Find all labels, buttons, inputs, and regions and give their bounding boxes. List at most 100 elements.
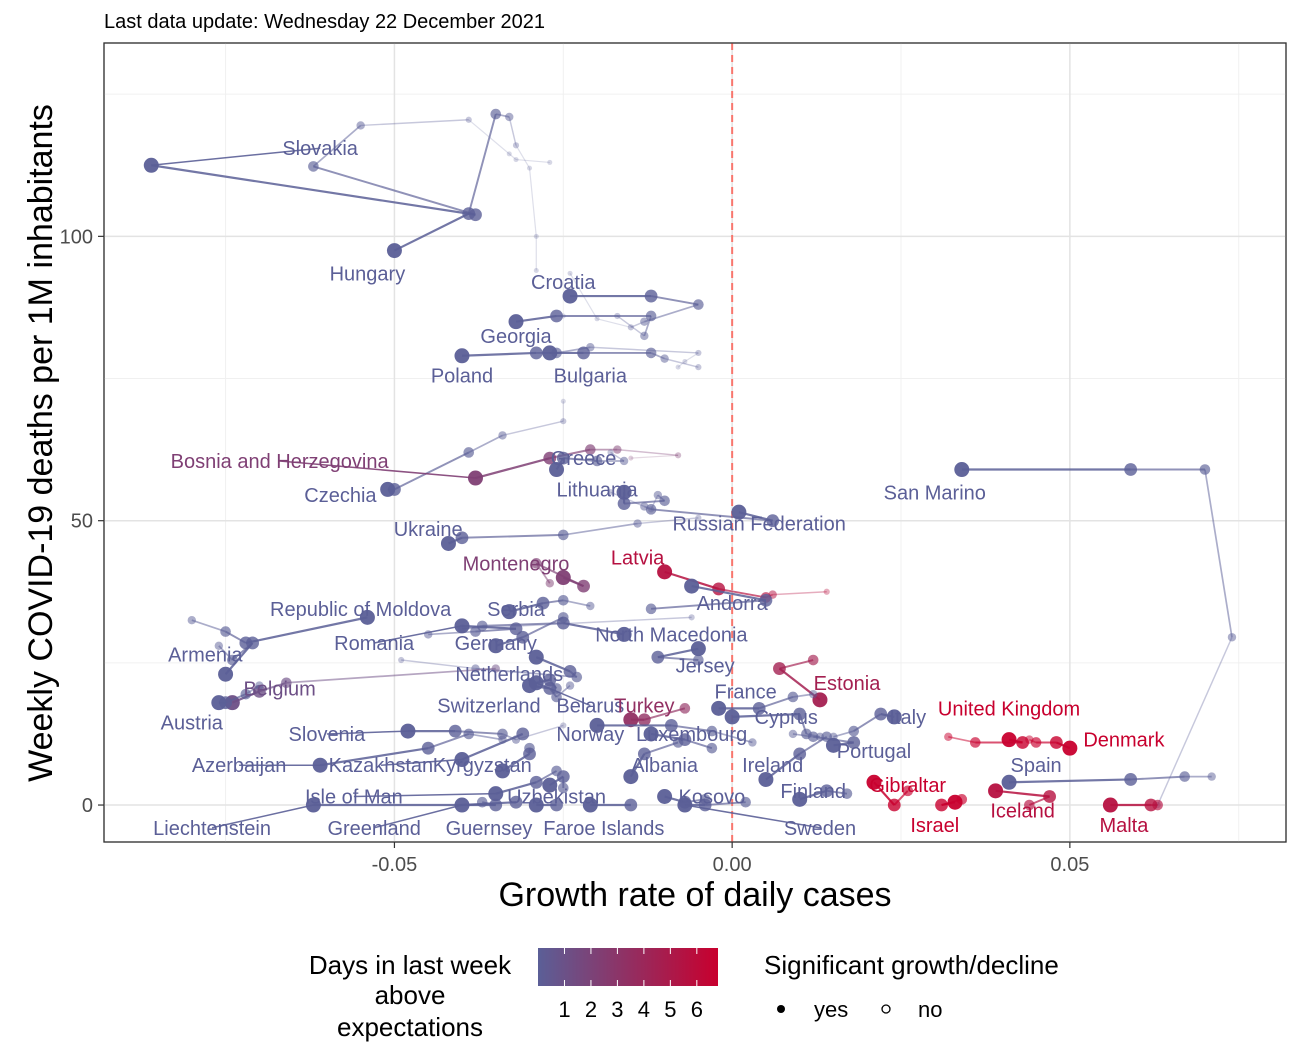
label-faroe-islands: Faroe Islands — [543, 818, 664, 840]
point-jersey-2 — [693, 654, 704, 666]
point-san-marino-0 — [954, 462, 970, 478]
plot-panel — [103, 42, 1287, 843]
point-poland-1 — [529, 346, 543, 360]
segment-azerbaijan-0 — [319, 747, 429, 767]
series-gibraltar — [866, 774, 914, 812]
point-san-marino-1 — [1124, 463, 1138, 476]
series-serbia — [501, 595, 595, 620]
point-serbia-0 — [501, 604, 517, 620]
legend-shape-title: Significant growth/decline — [764, 950, 1059, 980]
segment-sweden-1 — [705, 801, 746, 807]
point-georgia-0 — [508, 314, 524, 330]
label-jersey: Jersey — [676, 656, 735, 678]
point-iceland-0 — [988, 783, 1004, 799]
label-greenland: Greenland — [327, 818, 420, 840]
label-slovakia: Slovakia — [282, 138, 358, 160]
point-lithuania-1 — [617, 497, 631, 511]
point-portugal-3 — [788, 729, 798, 739]
point-italy-1 — [874, 707, 888, 721]
point-austria-0 — [211, 695, 227, 711]
label-republic-of-moldova: Republic of Moldova — [270, 599, 452, 621]
point-slovakia-5 — [506, 151, 512, 157]
point-liechtenstein-2 — [476, 796, 488, 808]
point-iceland-1 — [1043, 790, 1056, 803]
label-hungary: Hungary — [330, 263, 406, 285]
x-axis-ticks: -0.05 0.00 0.05 — [372, 842, 1089, 876]
x-tick-label-0: -0.05 — [372, 854, 418, 876]
segment-czechia-3 — [502, 420, 564, 437]
label-layer: Slovakia Hungary Croatia Georgia Poland Bulga… — [151, 138, 1165, 840]
point-croatia-4 — [627, 324, 634, 331]
segment-andorra-1 — [651, 599, 766, 610]
label-latvia: Latvia — [611, 548, 665, 570]
point-czechia-0 — [380, 481, 396, 497]
series-croatia — [562, 270, 704, 331]
series-germany — [488, 612, 569, 654]
series-italy — [829, 707, 902, 741]
point-france-3 — [809, 689, 818, 699]
label-germany: Germany — [455, 633, 537, 655]
segment-belgium-2 — [286, 667, 496, 684]
label-france: France — [715, 681, 777, 703]
point-albania-0 — [623, 769, 639, 785]
point-spain-2 — [1179, 771, 1190, 782]
label-cyprus: Cyprus — [755, 707, 818, 729]
segment-slovakia-3 — [360, 119, 469, 127]
point-serbia-3 — [586, 601, 595, 611]
segment-netherlands-3 — [401, 659, 476, 670]
y-tick-label-0: 0 — [82, 795, 93, 817]
series-faroe-islands — [582, 797, 638, 813]
label-belarus: Belarus — [556, 696, 624, 718]
label-north-macedonia: North Macedonia — [595, 624, 748, 646]
point-norway-0 — [589, 717, 605, 733]
series-estonia — [773, 654, 828, 708]
point-slovenia-1 — [448, 724, 462, 738]
segment-romania-2 — [428, 630, 476, 636]
point-andorra-1 — [759, 593, 773, 607]
x-tick-label-1: 0.00 — [713, 854, 752, 876]
point-ireland-2 — [821, 731, 833, 743]
point-germany-1 — [516, 630, 530, 644]
segment-russian-federation-1 — [651, 508, 773, 522]
legend-no-label: no — [918, 997, 942, 1022]
segment-hungary-5 — [528, 168, 537, 237]
legend-yes-label: yes — [814, 997, 848, 1022]
series-slovakia — [143, 116, 553, 222]
point-slovakia-3 — [356, 121, 365, 130]
point-czechia-2 — [463, 447, 475, 458]
segment-poland-4 — [684, 352, 699, 362]
label-norway: Norway — [556, 724, 624, 746]
legend-color-title-line-2: above — [375, 980, 446, 1010]
point-denmark-0 — [1062, 740, 1078, 756]
series-spain — [1001, 771, 1216, 790]
segment-croatia-4 — [596, 318, 631, 328]
point-hungary-2 — [490, 108, 502, 120]
segment-latvia-3 — [772, 591, 827, 596]
point-luxembourg-2 — [706, 742, 718, 754]
point-netherlands-0 — [528, 649, 544, 665]
point-portugal-2 — [807, 731, 819, 743]
point-serbia-2 — [557, 595, 569, 606]
segment-andorra-0 — [691, 585, 767, 602]
point-kazakhstan-1 — [516, 727, 530, 741]
point-hungary-3 — [505, 112, 514, 122]
segment-poland-5 — [677, 361, 686, 368]
segment-slovakia-1 — [313, 165, 476, 216]
label-russian-federation: Russian Federation — [672, 514, 845, 536]
label-italy: Italy — [889, 707, 926, 729]
point-finland-1 — [820, 784, 834, 798]
label-denmark: Denmark — [1083, 730, 1165, 752]
segment-bosnia-and-herzegovina-1 — [549, 448, 591, 460]
series-jersey — [651, 641, 706, 666]
point-united-kingdom-2 — [970, 737, 981, 748]
point-belgium-3 — [491, 664, 500, 673]
point-azerbaijan-1 — [421, 741, 435, 755]
point-bosnia-and-herzegovina-5 — [628, 455, 634, 461]
leader-liechtenstein — [211, 804, 314, 829]
segment-bulgaria-3 — [664, 357, 699, 368]
point-hungary-1 — [462, 207, 476, 221]
point-slovakia-2 — [308, 161, 319, 172]
label-uzbekistan: Uzbekistan — [507, 787, 606, 809]
series-russian-federation — [607, 489, 780, 528]
